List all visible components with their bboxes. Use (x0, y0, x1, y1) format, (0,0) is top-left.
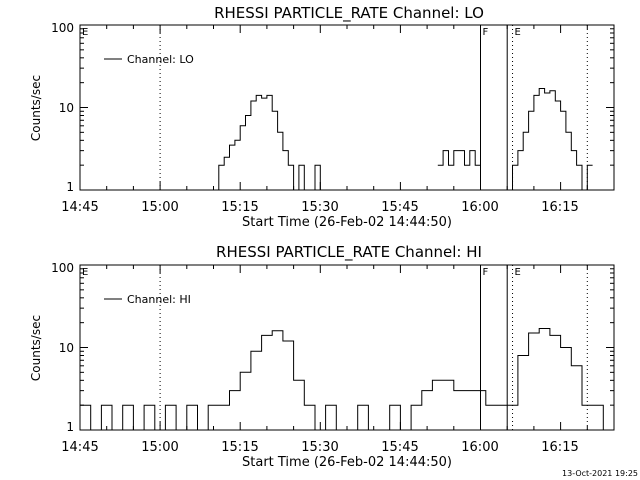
event-marker-label: F (483, 27, 489, 38)
x-tick-label: 14:45 (61, 200, 98, 215)
y-tick-label: 1 (66, 420, 74, 434)
chart-title: RHESSI PARTICLE_RATE Channel: LO (214, 4, 484, 23)
x-tick-label: 16:00 (461, 200, 498, 215)
series-line (213, 94, 326, 191)
y-tick-label: 10 (59, 101, 74, 115)
series-line (437, 150, 486, 191)
y-tick-label: 100 (51, 21, 74, 35)
y-tick-label: 1 (66, 180, 74, 194)
event-marker-label: E (515, 267, 521, 278)
chart-panel-lo: RHESSI PARTICLE_RATE Channel: LO Counts/… (29, 4, 615, 230)
event-marker-label: E (82, 27, 88, 38)
series-line (80, 328, 609, 431)
x-tick-label: 15:00 (141, 200, 178, 215)
x-tick-label: 14:45 (61, 440, 98, 455)
x-tick-label: 15:15 (221, 200, 258, 215)
x-tick-label: 15:45 (381, 200, 418, 215)
x-tick-label: 15:30 (301, 440, 338, 455)
event-marker-label: E (82, 267, 88, 278)
chart-panel-hi: RHESSI PARTICLE_RATE Channel: HI Counts/… (29, 243, 615, 470)
y-tick-label: 10 (59, 341, 74, 355)
chart-title: RHESSI PARTICLE_RATE Channel: HI (216, 243, 482, 262)
y-axis-label: Counts/sec (29, 75, 43, 141)
legend-label: Channel: LO (127, 53, 194, 66)
legend-label: Channel: HI (127, 293, 191, 306)
event-marker-label: E (515, 27, 521, 38)
x-tick-label: 16:15 (541, 440, 578, 455)
x-axis-label: Start Time (26-Feb-02 14:44:50) (242, 215, 452, 230)
series-line (507, 88, 593, 191)
x-tick-label: 15:00 (141, 440, 178, 455)
x-tick-label: 15:30 (301, 200, 338, 215)
x-tick-label: 15:15 (221, 440, 258, 455)
y-axis-label: Counts/sec (29, 315, 43, 381)
event-marker-label: F (483, 267, 489, 278)
x-tick-label: 16:15 (541, 200, 578, 215)
x-tick-label: 16:00 (461, 440, 498, 455)
timestamp-footer: 13-Oct-2021 19:25 (562, 469, 638, 478)
x-axis-label: Start Time (26-Feb-02 14:44:50) (242, 455, 452, 470)
y-tick-label: 100 (51, 261, 74, 275)
x-tick-label: 15:45 (381, 440, 418, 455)
